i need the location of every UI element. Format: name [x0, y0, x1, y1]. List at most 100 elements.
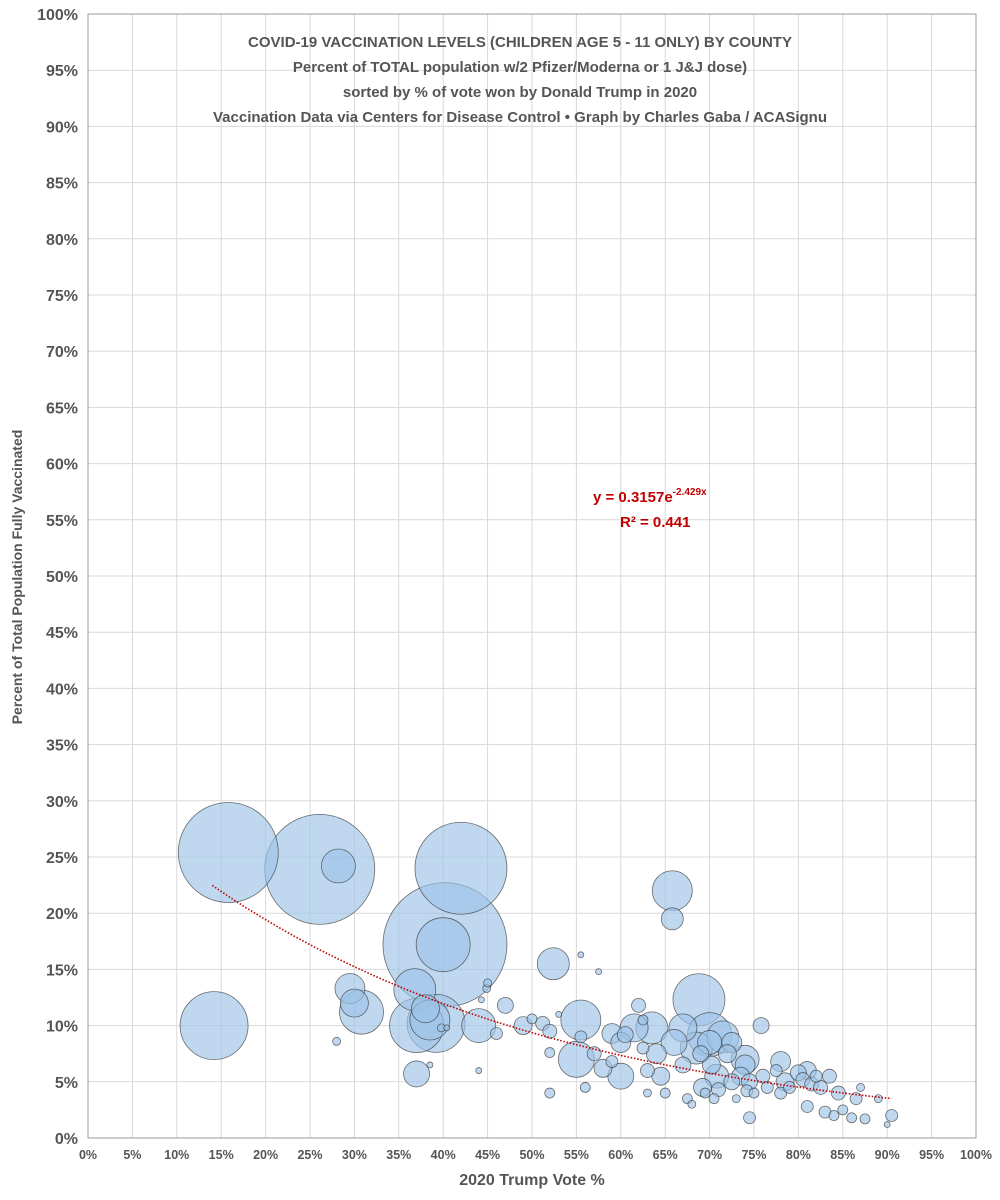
county-bubble [651, 870, 693, 912]
county-bubble [403, 1060, 430, 1088]
x-tick-label: 65% [653, 1148, 678, 1162]
county-bubble [660, 1029, 688, 1056]
y-tick-label: 85% [46, 176, 78, 193]
x-tick-label: 25% [297, 1148, 322, 1162]
county-bubble [461, 1008, 497, 1043]
x-tick-label: 95% [919, 1148, 944, 1162]
county-bubble [526, 1013, 538, 1025]
county-bubble [846, 1112, 858, 1124]
x-tick-label: 75% [741, 1148, 766, 1162]
equation-exponent: -2.429x [673, 487, 707, 498]
y-tick-label: 70% [46, 344, 78, 361]
y-axis-ticks: 0% 5% 10% 15% 20% 25% 30% 35% 40% 45% 50% 55% 60% 65%… [37, 7, 78, 1148]
county-bubble [645, 1043, 667, 1065]
county-bubble [748, 1087, 760, 1099]
county-bubble [643, 1088, 652, 1098]
county-bubble [830, 1085, 846, 1101]
y-tick-label: 5% [55, 1075, 78, 1092]
county-bubble [731, 1094, 741, 1104]
x-tick-label: 35% [386, 1148, 411, 1162]
county-bubble [659, 1087, 671, 1099]
trendline [211, 884, 892, 1100]
county-bubble [483, 978, 493, 988]
county-bubble [339, 988, 369, 1018]
y-tick-label: 55% [46, 513, 78, 530]
y-tick-label: 10% [46, 1019, 78, 1036]
county-bubble [783, 1081, 796, 1094]
county-bubble [595, 968, 602, 976]
county-bubble [859, 1113, 871, 1125]
x-tick-label: 60% [608, 1148, 633, 1162]
title-line-2: Percent of TOTAL population w/2 Pfizer/M… [293, 59, 747, 76]
x-tick-label: 20% [253, 1148, 278, 1162]
county-bubble [637, 1014, 649, 1026]
county-bubble [558, 1040, 595, 1078]
plot-frame [87, 13, 977, 1139]
y-tick-label: 0% [55, 1131, 78, 1148]
county-bubble [885, 1109, 899, 1122]
county-bubble [687, 1099, 697, 1109]
county-bubble [660, 907, 684, 931]
x-tick-label: 30% [342, 1148, 367, 1162]
x-tick-label: 45% [475, 1148, 500, 1162]
title-line-4: Vaccination Data via Centers for Disease… [213, 109, 827, 126]
county-bubble [544, 1047, 556, 1058]
y-tick-label: 50% [46, 569, 78, 586]
x-tick-label: 50% [519, 1148, 544, 1162]
x-tick-label: 0% [79, 1148, 97, 1162]
county-bubble [828, 1110, 840, 1121]
y-tick-label: 75% [46, 288, 78, 305]
y-tick-label: 30% [46, 794, 78, 811]
county-bubble [264, 813, 376, 925]
y-tick-label: 60% [46, 457, 78, 474]
county-bubble [743, 1111, 756, 1125]
x-tick-label: 80% [786, 1148, 811, 1162]
county-bubble [699, 1087, 711, 1099]
county-bubble [411, 994, 440, 1024]
county-bubble [717, 1044, 737, 1064]
y-tick-label: 90% [46, 119, 78, 136]
county-bubble [873, 1094, 883, 1104]
county-bubble [542, 1023, 558, 1039]
county-bubble [674, 1056, 692, 1074]
x-tick-label: 100% [960, 1148, 992, 1162]
county-bubble [809, 1069, 823, 1083]
title-line-1: COVID-19 VACCINATION LEVELS (CHILDREN AG… [248, 34, 792, 51]
x-axis-ticks: 0% 5% 10% 15% 20% 25% 30% 35% 40% 45% 50% 55% 60% 65%… [79, 1148, 992, 1162]
county-bubble [701, 1055, 721, 1075]
x-tick-label: 85% [830, 1148, 855, 1162]
county-bubble [723, 1073, 741, 1091]
x-tick-label: 40% [431, 1148, 456, 1162]
county-bubble [415, 917, 471, 973]
county-bubble [837, 1104, 849, 1116]
equation-main: y = 0.3157e [593, 489, 673, 506]
trendline-equation: y = 0.3157e-2.429x [593, 487, 707, 506]
x-tick-label: 90% [875, 1148, 900, 1162]
x-tick-label: 5% [123, 1148, 141, 1162]
county-bubble [321, 848, 356, 884]
y-tick-label: 40% [46, 681, 78, 698]
y-tick-label: 20% [46, 906, 78, 923]
county-bubble [856, 1083, 865, 1092]
county-bubble [475, 1067, 483, 1074]
county-bubble [579, 1082, 591, 1093]
county-bubble [708, 1093, 720, 1105]
county-bubble [640, 1063, 655, 1078]
county-bubble [605, 1055, 619, 1068]
r-squared-label: R² = 0.441 [620, 514, 690, 531]
y-tick-label: 100% [37, 7, 78, 24]
y-tick-label: 15% [46, 962, 78, 979]
county-bubble [586, 1046, 602, 1062]
county-bubble [616, 1026, 634, 1043]
y-tick-label: 95% [46, 63, 78, 80]
gridlines [87, 13, 977, 1139]
x-tick-label: 55% [564, 1148, 589, 1162]
county-bubble [332, 1036, 342, 1046]
title-line-3: sorted by % of vote won by Donald Trump … [343, 84, 697, 101]
county-bubble [536, 947, 570, 981]
chart-title: COVID-19 VACCINATION LEVELS (CHILDREN AG… [213, 34, 827, 126]
county-bubble [631, 997, 646, 1013]
county-bubble [496, 996, 514, 1014]
x-tick-label: 15% [209, 1148, 234, 1162]
